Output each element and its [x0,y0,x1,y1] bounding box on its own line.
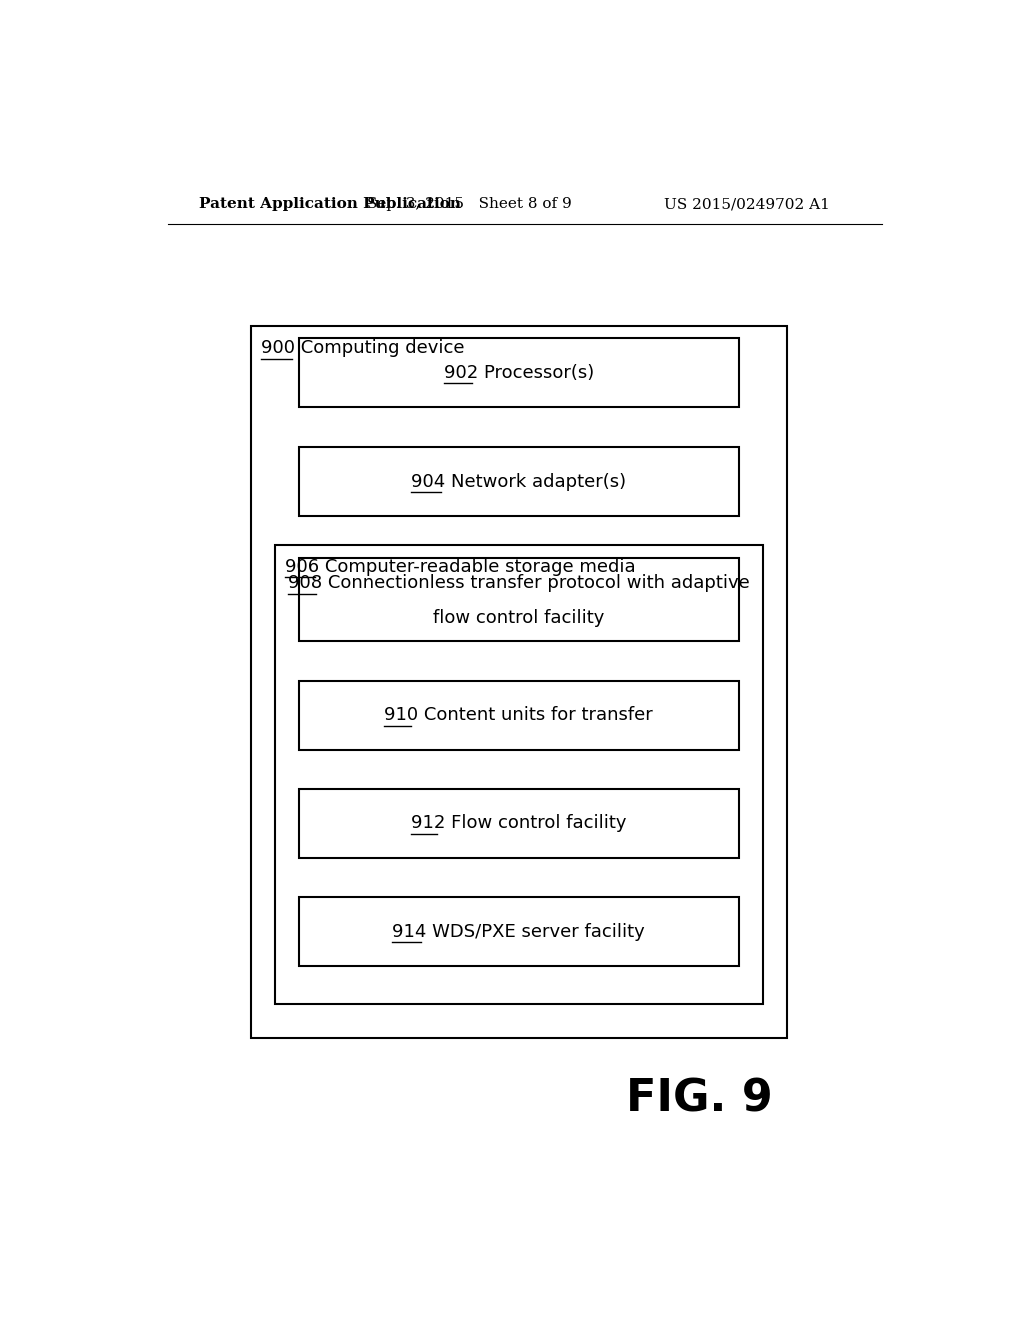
Bar [251,326,786,1038]
Text: Sep. 3, 2015   Sheet 8 of 9: Sep. 3, 2015 Sheet 8 of 9 [367,197,571,211]
Text: flow control facility: flow control facility [433,609,604,627]
Text: 910 Content units for transfer: 910 Content units for transfer [384,706,653,725]
Bar [274,545,763,1005]
Text: US 2015/0249702 A1: US 2015/0249702 A1 [665,197,829,211]
Text: 906 Computer-readable storage media: 906 Computer-readable storage media [285,558,636,576]
Text: FIG. 9: FIG. 9 [626,1077,773,1121]
Text: 908 Connectionless transfer protocol with adaptive: 908 Connectionless transfer protocol wit… [288,574,750,593]
Bar [299,898,739,966]
Text: 912 Flow control facility: 912 Flow control facility [411,814,627,832]
Bar [299,338,739,408]
Text: 914 WDS/PXE server facility: 914 WDS/PXE server facility [392,923,645,941]
Bar [299,788,739,858]
Text: Patent Application Publication: Patent Application Publication [200,197,462,211]
Bar [299,558,739,642]
Bar [299,447,739,516]
Text: 902 Processor(s): 902 Processor(s) [443,364,594,381]
Bar [299,681,739,750]
Text: 900 Computing device: 900 Computing device [261,339,465,358]
Text: 904 Network adapter(s): 904 Network adapter(s) [412,473,627,491]
